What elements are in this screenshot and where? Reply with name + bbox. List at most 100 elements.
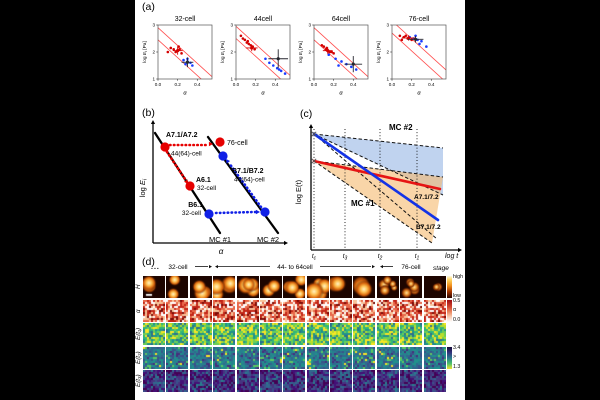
heatmap-tile [236, 299, 259, 322]
heatmap-tile [306, 276, 329, 298]
heatmap-tile [283, 299, 306, 322]
blue-point [272, 64, 275, 67]
panel-c-label: (c) [300, 108, 312, 120]
state-dot [185, 181, 195, 191]
red-point [172, 48, 176, 51]
row-label-2: α [135, 308, 142, 313]
x-tick-label: 0.0 [311, 82, 318, 87]
subplot-32-cell: 32-cell 3 2 10.0 0.2 0.4 α log Ei [Pa] [142, 16, 213, 97]
blue-point [182, 58, 185, 62]
heatmap-tile [330, 370, 353, 392]
x-axis-label: α [261, 91, 265, 97]
label-a71: A7.1/A7.2 [166, 132, 198, 139]
arrowhead-icon [284, 240, 288, 246]
red-point [180, 52, 183, 55]
heatmap-tile [353, 323, 376, 345]
heatmap-tile [376, 299, 399, 322]
heatmap-tile [236, 276, 259, 298]
x-tick-label: 0.4 [350, 82, 357, 87]
label-mc2: MC #2 [389, 123, 413, 132]
label-b71: B7.1/B7.2 [232, 168, 264, 175]
heatmap-tile [259, 323, 282, 345]
heatmap-tile [283, 370, 306, 392]
stage-header: ... 32-cell 44- to 64cell 76-cell stage [151, 264, 449, 272]
heatmap-tile [283, 346, 306, 369]
red-point [239, 34, 243, 38]
heatmap-tile [376, 276, 399, 298]
row-label-3: E(t₁) [135, 327, 142, 341]
heatmap-tile [189, 323, 212, 345]
heatmap-tile [189, 276, 212, 298]
label-mc2: MC #2 [257, 235, 279, 244]
regression-band [236, 26, 290, 79]
arrowhead-icon [458, 247, 462, 253]
label-a61-cell: 32-cell [197, 185, 217, 192]
y-tick-label: 3 [230, 23, 233, 28]
panel-a-label: (a) [142, 1, 155, 13]
y-tick-label: 2 [152, 50, 155, 55]
x-tick-label: t2 [378, 253, 383, 261]
y-tick-label: 2 [308, 50, 311, 55]
y-tick-label: 2 [386, 50, 389, 55]
heatmap-tile [400, 346, 423, 369]
red-point [400, 38, 404, 42]
heatmap-tile [306, 323, 329, 345]
heatmap-tile [166, 276, 189, 298]
heatmap-tile [259, 299, 282, 322]
y-tick-label: 1 [308, 77, 311, 82]
heatmap-tile [330, 276, 353, 298]
heatmap-tile [236, 346, 259, 369]
modulus-colorbar [447, 346, 452, 369]
modulus-colorbar-top-label: 3.4 [453, 344, 461, 351]
heatmap-tile [213, 323, 236, 345]
heatmap-tile [423, 346, 446, 369]
label-b61-cell: 32-cell [182, 210, 202, 217]
x-tick-label: 0.0 [155, 82, 162, 87]
error-cross [181, 57, 194, 68]
state-dot [260, 207, 270, 217]
panel-c-schematic: (c) log E(t) tc t3 t2 t1 log t MC #2 MC #1 A7.1/7… [293, 100, 465, 267]
red-point [253, 48, 256, 51]
heatmap-tile [400, 323, 423, 345]
panel-b-label: (b) [142, 107, 155, 119]
state-dot [204, 209, 214, 219]
blue-point [420, 39, 423, 43]
red-point [166, 50, 170, 54]
heatmap-tile [189, 370, 212, 392]
heatmap-tile [353, 299, 376, 322]
group-label-76cell: 76-cell [401, 264, 421, 271]
blue-point [354, 68, 358, 71]
arrowhead-icon [226, 159, 231, 164]
x-axis-label: log t [445, 253, 459, 260]
heatmap-tile [353, 370, 376, 392]
blue-point [337, 64, 340, 67]
blue-point [334, 57, 337, 61]
x-tick-label: 0.4 [272, 82, 279, 87]
blue-point [350, 65, 353, 69]
y-tick-label: 1 [230, 77, 233, 82]
heatmap-tile [259, 370, 282, 392]
x-tick-label: 0.4 [194, 82, 201, 87]
heatmap-tile [166, 346, 189, 369]
subplot-76-cell: 76-cell 3 2 10.0 0.2 0.4 α log Ei [Pa] [376, 16, 447, 97]
scatter-points [320, 43, 358, 71]
heatmap-tile [143, 276, 165, 298]
heatmap-tile [353, 346, 376, 369]
x-tick-label: 0.4 [428, 82, 435, 87]
row-label-1: H [135, 284, 142, 290]
heatmap-tile [166, 323, 189, 345]
y-axis-label: log Ei [Pa] [298, 41, 304, 63]
blue-point [418, 42, 421, 46]
label-a71-cell: 44(64)-cell [171, 151, 202, 158]
heatmap-tile [143, 323, 165, 345]
red-point [404, 34, 408, 38]
arrowhead-icon [209, 265, 212, 269]
panel-b-canvas: (b) log Ei α A7.1/A7.2 44(64)-cell 76-cell A6.… [138, 107, 288, 256]
heatmap-tile [213, 299, 236, 322]
subplot-title: 64cell [332, 16, 351, 23]
blue-point [268, 61, 271, 65]
heatmap-tile [306, 370, 329, 392]
y-axis-label: log Ei [Pa] [220, 41, 226, 63]
red-point [398, 34, 402, 38]
